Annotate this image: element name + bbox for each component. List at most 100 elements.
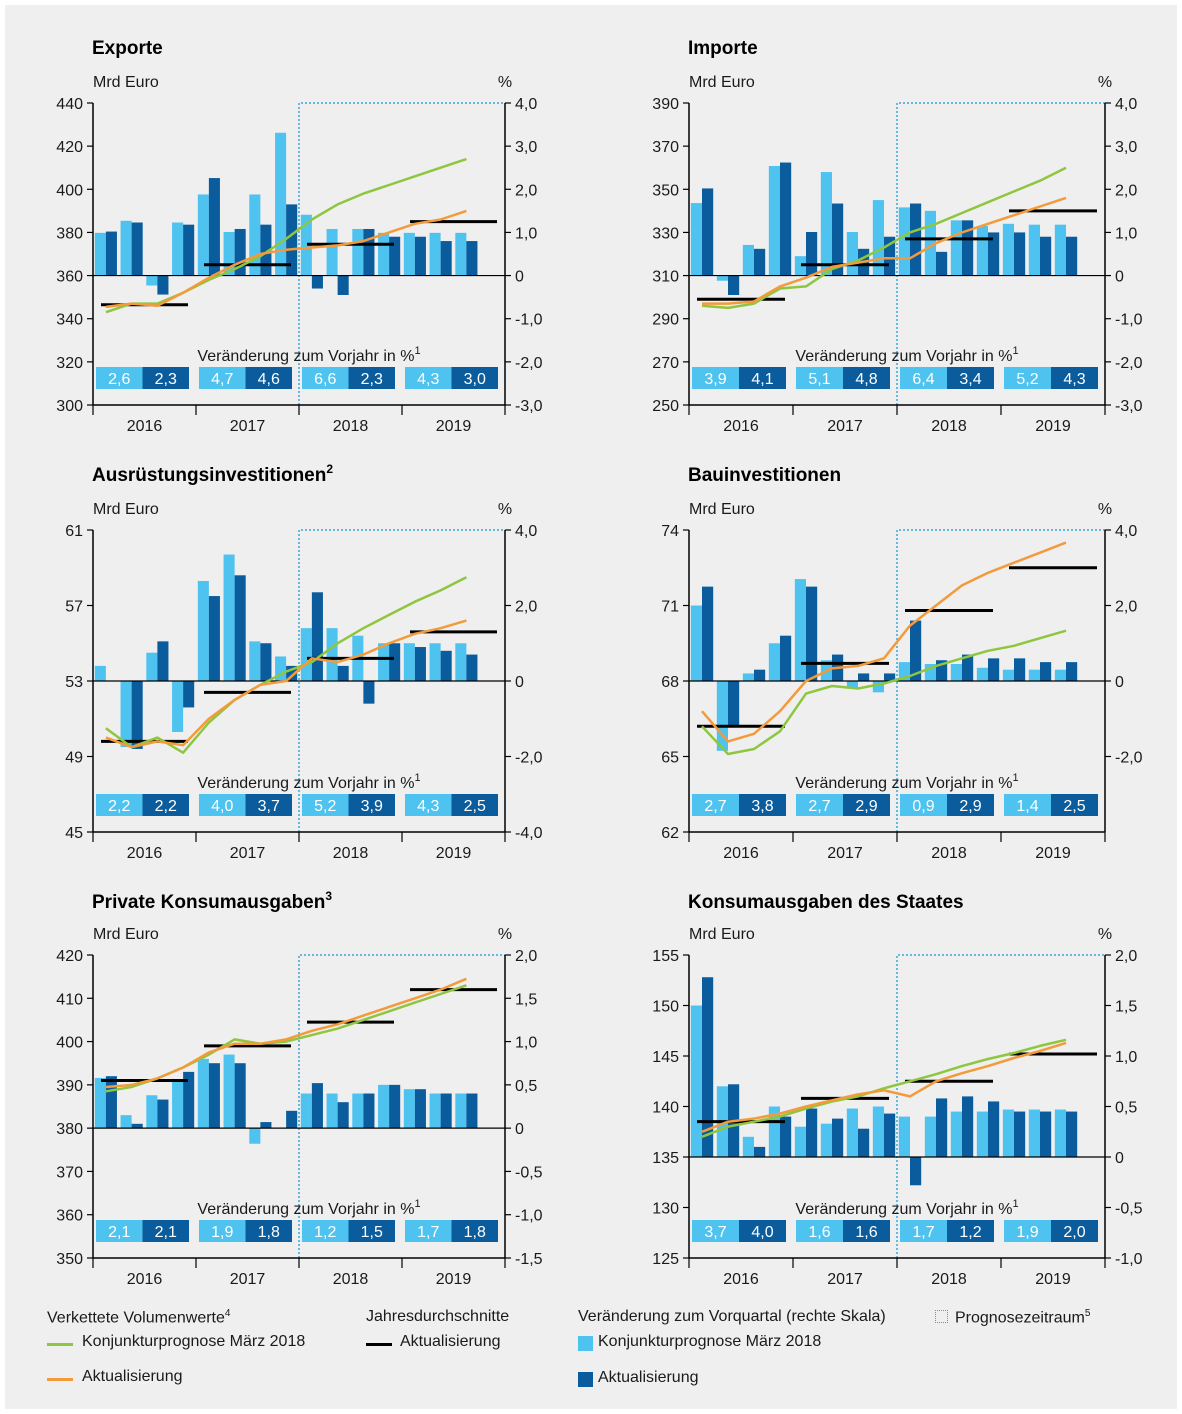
left-tick-label: 49	[65, 750, 83, 767]
bar-update	[208, 1063, 220, 1129]
change-box-march	[900, 1220, 947, 1242]
bar-update	[1040, 236, 1052, 276]
bar-march-2018	[378, 643, 390, 681]
year-label: 2016	[127, 1271, 163, 1288]
chart-title-text: Exporte	[92, 38, 163, 59]
change-value-update: 2,2	[155, 798, 177, 815]
bar-update	[311, 1083, 323, 1129]
change-value-march: 1,4	[1016, 798, 1038, 815]
bar-update	[858, 673, 870, 681]
legend-line-march-swatch	[47, 1343, 73, 1346]
change-box-update	[451, 1220, 498, 1242]
bar-march-2018	[794, 579, 806, 681]
legend-bar-update-swatch	[578, 1372, 593, 1387]
right-tick-label: 1,0	[1115, 225, 1137, 242]
change-label: Veränderung zum Vorjahr in %1	[795, 1198, 1018, 1218]
bar-update	[208, 178, 220, 276]
change-box-update	[348, 367, 395, 389]
change-value-march: 6,6	[314, 371, 336, 388]
change-box-march	[199, 1220, 246, 1242]
left-tick-label: 53	[65, 674, 83, 691]
bar-update	[414, 1089, 426, 1129]
chart-title: Bauinvestitionen	[688, 465, 841, 486]
change-box-march	[96, 367, 143, 389]
bar-update	[131, 1123, 143, 1129]
change-value-march: 0,9	[912, 798, 934, 815]
right-axis-unit: %	[1098, 74, 1112, 91]
bar-update	[936, 251, 948, 276]
bar-march-2018	[249, 1128, 261, 1144]
line-update	[105, 619, 467, 749]
change-box-march	[796, 367, 843, 389]
year-label: 2018	[931, 1271, 967, 1288]
change-box-update	[245, 794, 292, 816]
bar-march-2018	[742, 244, 754, 276]
right-tick-label: -1,0	[1115, 1251, 1143, 1268]
bar-update	[208, 596, 220, 681]
bar-march-2018	[172, 222, 184, 276]
forecast-period-box	[298, 954, 505, 1258]
change-label-text: Veränderung zum Vorjahr in %	[197, 348, 414, 365]
right-tick-label: 1,0	[1115, 1049, 1137, 1066]
chart-title-superscript: 2	[326, 462, 333, 476]
bar-update	[183, 681, 195, 708]
change-value-update: 1,8	[258, 1224, 280, 1241]
change-value-march: 1,9	[1016, 1224, 1038, 1241]
legend-bar-march-swatch	[578, 1336, 593, 1351]
right-tick-label: 1,5	[1115, 999, 1137, 1016]
year-label: 2019	[436, 418, 472, 435]
right-axis-unit: %	[498, 926, 512, 943]
bar-update	[988, 232, 1000, 276]
bar-march-2018	[690, 1005, 702, 1157]
right-tick-label: 4,0	[515, 96, 537, 113]
bar-march-2018	[197, 194, 209, 276]
change-value-update: 2,5	[1063, 798, 1085, 815]
change-box-update	[245, 367, 292, 389]
right-tick-label: -2,0	[1115, 750, 1143, 767]
bar-update	[754, 669, 766, 681]
left-axis-unit: Mrd Euro	[93, 74, 159, 91]
right-tick-label: -2,0	[1115, 355, 1143, 372]
bar-march-2018	[300, 214, 312, 276]
change-value-update: 3,7	[258, 798, 280, 815]
chart-title-superscript: 3	[325, 889, 332, 903]
change-value-march: 2,1	[108, 1224, 130, 1241]
left-tick-label: 250	[652, 398, 679, 415]
change-box-march	[405, 794, 452, 816]
bar-march-2018	[820, 1123, 832, 1157]
right-tick-label: 0	[515, 269, 524, 286]
bar-march-2018	[768, 165, 780, 276]
bar-march-2018	[976, 225, 988, 276]
chart-title: Private Konsumausgaben3	[92, 889, 332, 913]
year-label: 2017	[827, 418, 863, 435]
right-axis-unit: %	[1098, 501, 1112, 518]
bar-march-2018	[429, 643, 441, 681]
left-tick-label: 130	[652, 1201, 679, 1218]
left-tick-label: 62	[661, 825, 679, 842]
change-box-march	[692, 367, 739, 389]
legend-bar-march-label: Konjunkturprognose März 2018	[598, 1333, 822, 1350]
change-value-march: 5,2	[314, 798, 336, 815]
right-tick-label: 3,0	[515, 139, 537, 156]
line-march-2018	[701, 629, 1067, 756]
change-label-superscript: 1	[1012, 772, 1018, 784]
change-label: Veränderung zum Vorjahr in %1	[795, 772, 1018, 792]
line-march-2018	[701, 166, 1067, 310]
left-tick-label: 145	[652, 1049, 679, 1066]
bar-update	[806, 231, 818, 276]
bar-update	[936, 1098, 948, 1157]
bar-update	[702, 188, 714, 276]
left-tick-label: 390	[652, 96, 679, 113]
change-box-update	[142, 1220, 189, 1242]
left-tick-label: 380	[56, 225, 83, 242]
right-tick-label: 0,5	[1115, 1100, 1137, 1117]
bar-march-2018	[172, 681, 184, 732]
change-box-update	[843, 794, 890, 816]
year-label: 2016	[723, 845, 759, 862]
change-value-march: 4,3	[417, 798, 439, 815]
chart-panel-privat: Private Konsumausgaben3 Mrd Euro % 420 410 40…	[56, 889, 542, 1288]
left-axis-unit: Mrd Euro	[689, 926, 755, 943]
right-tick-label: -3,0	[515, 398, 543, 415]
change-value-march: 2,7	[704, 798, 726, 815]
bar-march-2018	[120, 681, 132, 748]
